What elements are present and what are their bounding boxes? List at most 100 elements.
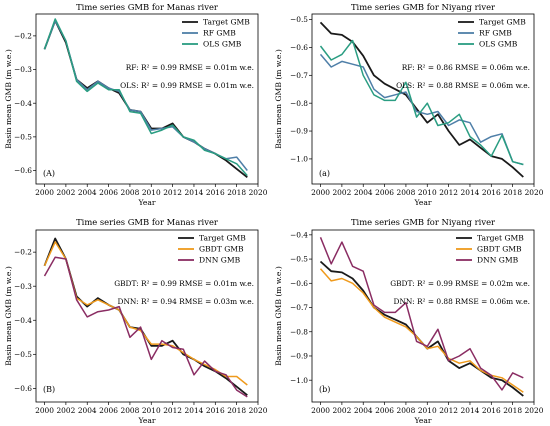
series-line-ols-gmb <box>319 39 524 166</box>
chart-title: Time series GMB for Manas river <box>76 2 218 12</box>
y-tick-label: −0.6 <box>290 43 308 52</box>
y-axis-label: Basin mean GMB (m w.e.) <box>4 266 13 366</box>
y-tick-label: −0.5 <box>14 132 32 141</box>
x-tick-label: 2014 <box>461 188 480 197</box>
legend: Target GMB RF GMB OLS GMB <box>182 18 250 49</box>
x-tick-label: 2014 <box>185 406 204 415</box>
y-tick-label: −0.5 <box>290 255 308 264</box>
stat-annotation-rf: RF: R² = 0.86 RMSE = 0.06m w.e. <box>402 63 530 72</box>
x-tick-label: 2020 <box>525 406 544 415</box>
plot-frame <box>311 13 535 185</box>
panel-label: (b) <box>319 385 330 394</box>
x-tick-label: 2016 <box>482 188 501 197</box>
y-tick-label: −0.2 <box>14 31 32 40</box>
legend-label-target-gmb: Target GMB <box>479 18 526 27</box>
panel-label: (A) <box>43 169 55 178</box>
x-tick-label: 2008 <box>121 188 140 197</box>
x-tick-label: 2018 <box>503 406 522 415</box>
legend-label-gbdt-gmb: GBDT GMB <box>199 245 244 254</box>
x-tick-label: 2000 <box>311 406 330 415</box>
x-tick-label: 2016 <box>206 188 225 197</box>
legend-label-dnn-gmb: DNN GMB <box>477 256 519 265</box>
series-line-dnn-gmb <box>319 237 524 391</box>
plot-frame <box>35 229 259 403</box>
legend-label-rf-gmb: RF GMB <box>479 29 512 38</box>
stat-annotation-ols: OLS: R² = 0.99 RMSE = 0.01m w.e. <box>120 81 254 90</box>
x-axis-label: Year <box>137 198 155 207</box>
series-line-rf-gmb <box>319 53 524 166</box>
panel-manas-gbdt-dnn: Time series GMB for Manas river 2000 2002… <box>4 217 268 425</box>
x-tick-label: 2008 <box>397 406 416 415</box>
chart-title: Time series GMB for Manas river <box>76 217 218 227</box>
x-tick-label: 2008 <box>121 406 140 415</box>
panel-niyang-rf-ols: Time series GMB for Niyang river 2000 200… <box>274 2 544 207</box>
legend: Target GMB GBDT GMB DNN GMB <box>178 234 246 265</box>
y-tick-label: −0.3 <box>14 65 32 74</box>
y-tick-label: −0.5 <box>14 350 32 359</box>
y-tick-label: −0.4 <box>14 99 32 108</box>
legend-label-target-gmb: Target GMB <box>203 18 250 27</box>
chart-title: Time series GMB for Niyang river <box>351 217 495 227</box>
panel-label: (B) <box>43 385 55 394</box>
x-tick-label: 2006 <box>99 406 118 415</box>
y-tick-label: −0.7 <box>290 303 308 312</box>
x-tick-label: 2020 <box>525 188 544 197</box>
x-tick-label: 2002 <box>56 406 75 415</box>
series-line-dnn-gmb <box>43 256 248 398</box>
legend-label-dnn-gmb: DNN GMB <box>199 256 241 265</box>
panel-manas-rf-ols: Time series GMB for Manas river 2000 2002… <box>4 2 268 207</box>
x-axis-label: Year <box>413 198 431 207</box>
panel-niyang-gbdt-dnn: Time series GMB for Niyang river 2000 200… <box>274 217 544 425</box>
stat-annotation-ols: OLS: R² = 0.88 RMSE = 0.06m w.e. <box>396 81 530 90</box>
y-tick-label: −0.9 <box>290 352 308 361</box>
y-tick-label: −0.8 <box>290 327 308 336</box>
stat-annotation-gbdt: GBDT: R² = 0.99 RMSE = 0.01m w.e. <box>114 279 254 288</box>
x-axis-label: Year <box>137 416 155 425</box>
y-tick-label: −0.9 <box>290 127 308 136</box>
x-tick-label: 2000 <box>35 188 54 197</box>
x-tick-label: 2018 <box>503 188 522 197</box>
legend-label-ols-gmb: OLS GMB <box>479 40 518 49</box>
y-tick-label: −0.4 <box>14 316 32 325</box>
x-tick-label: 2006 <box>375 406 394 415</box>
y-tick-label: −0.2 <box>14 248 32 257</box>
y-tick-label: −0.5 <box>290 15 308 24</box>
x-tick-label: 2000 <box>35 406 54 415</box>
y-axis-label: Basin mean GMB (m w.e.) <box>4 49 13 149</box>
y-tick-label: −1.0 <box>290 155 308 164</box>
x-tick-label: 2008 <box>397 188 416 197</box>
x-tick-label: 2014 <box>185 188 204 197</box>
x-tick-label: 2004 <box>354 188 373 197</box>
series-line-ols-gmb <box>43 18 248 177</box>
legend: Target GMB GBDT GMB DNN GMB <box>456 234 524 265</box>
y-tick-label: −0.4 <box>290 230 308 239</box>
y-tick-label: −0.6 <box>14 166 32 175</box>
plot-frame <box>35 13 259 185</box>
legend: Target GMB RF GMB OLS GMB <box>458 18 526 49</box>
y-tick-label: −0.7 <box>290 71 308 80</box>
x-tick-label: 2020 <box>249 406 268 415</box>
x-tick-label: 2004 <box>78 406 97 415</box>
x-tick-label: 2012 <box>439 406 458 415</box>
x-tick-label: 2004 <box>78 188 97 197</box>
x-tick-label: 2012 <box>163 188 182 197</box>
y-tick-label: −0.6 <box>14 384 32 393</box>
x-tick-label: 2010 <box>142 188 161 197</box>
x-tick-label: 2004 <box>354 406 373 415</box>
chart-title: Time series GMB for Niyang river <box>351 2 495 12</box>
y-axis-label: Basin mean GMB (m w.e.) <box>274 49 283 149</box>
x-tick-label: 2010 <box>418 406 437 415</box>
x-tick-label: 2010 <box>418 188 437 197</box>
x-tick-label: 2014 <box>461 406 480 415</box>
x-tick-label: 2006 <box>99 188 118 197</box>
x-tick-label: 2020 <box>249 188 268 197</box>
legend-label-target-gmb: Target GMB <box>477 234 524 243</box>
x-tick-label: 2016 <box>482 406 501 415</box>
legend-label-target-gmb: Target GMB <box>199 234 246 243</box>
x-tick-label: 2000 <box>311 188 330 197</box>
x-tick-label: 2018 <box>227 188 246 197</box>
x-tick-label: 2012 <box>439 188 458 197</box>
stat-annotation-gbdt: GBDT: R² = 0.99 RMSE = 0.02m w.e. <box>390 279 530 288</box>
x-tick-label: 2002 <box>332 188 351 197</box>
